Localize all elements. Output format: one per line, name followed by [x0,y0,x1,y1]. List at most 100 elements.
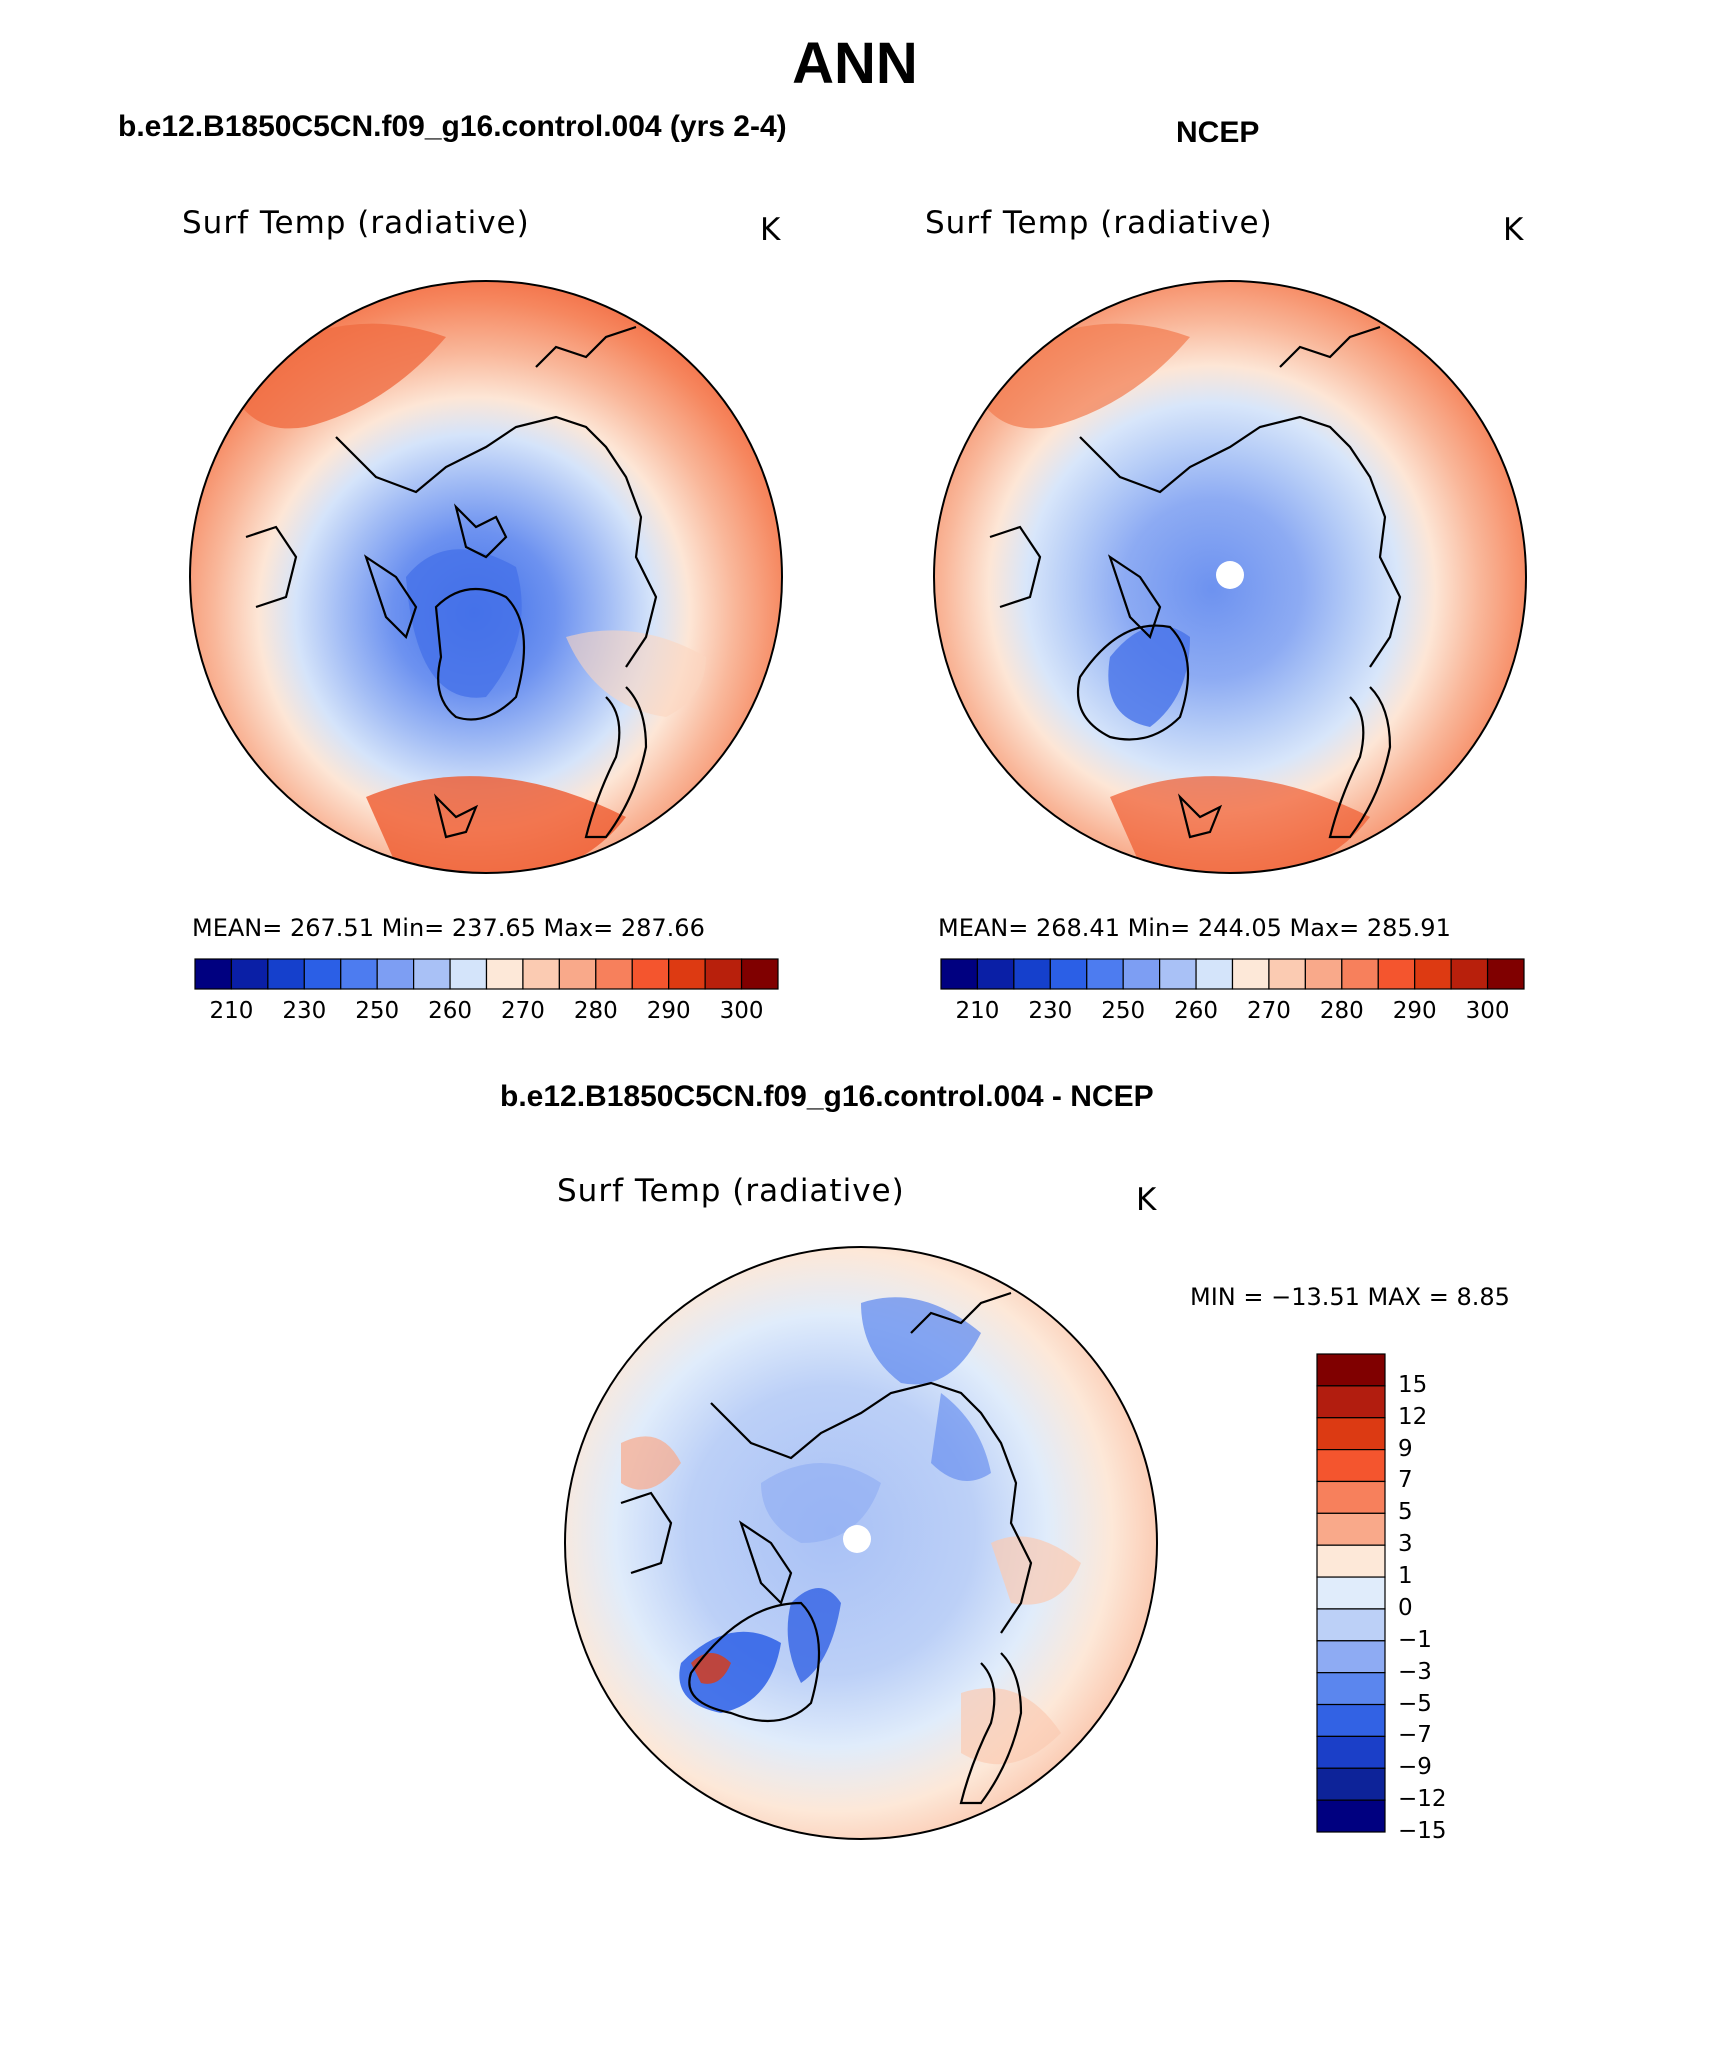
colorbar-difference-tick-label: −7 [1398,1722,1432,1749]
colorbar-model-swatch [704,958,743,990]
colorbar-ncep-swatch [1377,958,1416,990]
panel-1-variable-title: Surf Temp (radiative) [182,205,530,241]
colorbar-model-swatch [522,958,560,990]
diff-units: K [1136,1182,1158,1218]
colorbar-model-swatch [267,958,305,990]
colorbar-difference-swatch [1316,1576,1386,1610]
diff-variable-title: Surf Temp (radiative) [557,1173,905,1209]
colorbar-ncep-swatch [1013,958,1051,990]
colorbar-ncep-swatch [1304,958,1343,990]
colorbar-difference [1316,1353,1386,1833]
colorbar-ncep-swatch [1122,958,1161,990]
colorbar-model-swatch [485,958,524,990]
colorbar-difference-tick-label: −9 [1398,1754,1432,1781]
colorbar-difference-swatch [1316,1544,1386,1578]
colorbar-ncep-tick-label: 300 [1465,998,1510,1024]
colorbar-ncep-swatch [1195,958,1234,990]
colorbar-ncep-swatch [1159,958,1197,990]
colorbar-model-tick-label: 230 [282,998,327,1024]
colorbar-ncep-swatch [1268,958,1306,990]
colorbar-difference-swatch [1316,1735,1386,1769]
colorbar-difference-tick-label: 15 [1398,1371,1428,1398]
colorbar-model-tick-label: 290 [646,998,691,1024]
colorbar-difference-tick-label: −1 [1398,1626,1432,1653]
main-title: ANN [792,31,918,96]
colorbar-model-tick-label: 260 [428,998,473,1024]
map-ncep-surface-temp [933,280,1527,874]
colorbar-model [194,958,779,990]
colorbar-ncep-swatch [1414,958,1452,990]
colorbar-difference-tick-label: −15 [1398,1818,1447,1844]
colorbar-model-swatch [631,958,670,990]
panel-1-units: K [760,212,782,248]
colorbar-difference-swatch [1316,1353,1386,1387]
panel-2-variable-title: Surf Temp (radiative) [925,205,1273,241]
colorbar-ncep-tick-label: 230 [1028,998,1073,1024]
colorbar-difference-tick-label: 3 [1398,1531,1413,1558]
colorbar-model-swatch [595,958,633,990]
colorbar-model-tick-label: 280 [573,998,618,1024]
colorbar-difference-swatch [1316,1767,1386,1801]
colorbar-ncep-tick-label: 260 [1174,998,1219,1024]
colorbar-ncep-tick-label: 280 [1319,998,1364,1024]
colorbar-difference-tick-label: −12 [1398,1786,1447,1813]
colorbar-model-tick-label: 250 [355,998,400,1024]
colorbar-difference-swatch [1316,1640,1386,1674]
colorbar-ncep-tick-label: 210 [955,998,1000,1024]
colorbar-difference-tick-label: 5 [1398,1499,1413,1526]
colorbar-difference-swatch [1316,1480,1386,1514]
map-2-polar-hole [1216,561,1244,589]
colorbar-model-swatch [340,958,378,990]
colorbar-model-swatch [558,958,597,990]
panel-2-units: K [1503,212,1525,248]
colorbar-difference-tick-label: 7 [1398,1467,1413,1494]
colorbar-model-swatch [194,958,233,990]
colorbar-difference-swatch [1316,1417,1386,1451]
colorbar-model-swatch [376,958,415,990]
map-difference-surface-temp [564,1246,1158,1840]
colorbar-ncep-tick-label: 250 [1101,998,1146,1024]
colorbar-difference-labels: 15 12 9 7 5 3 1 0 −1 −3 −5 −7 −9 −12 −15 [1398,1353,1478,1844]
panel-2-case-title: NCEP [1176,116,1260,149]
colorbar-difference-tick-label: 1 [1398,1563,1413,1590]
colorbar-difference-tick-label: 9 [1398,1435,1413,1462]
diff-case-title: b.e12.B1850C5CN.f09_g16.control.004 - NC… [500,1080,1154,1113]
colorbar-ncep-tick-label: 290 [1392,998,1437,1024]
colorbar-difference-swatch [1316,1608,1386,1642]
colorbar-ncep-tick-label: 270 [1246,998,1291,1024]
colorbar-model-swatch [449,958,488,990]
colorbar-difference-tick-label: 0 [1398,1594,1413,1621]
colorbar-difference-tick-label: −5 [1398,1690,1432,1717]
colorbar-ncep-swatch [1049,958,1088,990]
diff-minmax: MIN = −13.51 MAX = 8.85 [1190,1283,1510,1311]
colorbar-difference-swatch [1316,1799,1386,1833]
colorbar-difference-swatch [1316,1672,1386,1706]
colorbar-ncep [940,958,1525,990]
panel-1-stats: MEAN= 267.51 Min= 237.65 Max= 287.66 [192,914,705,942]
colorbar-ncep-swatch [1231,958,1270,990]
colorbar-model-swatch [230,958,269,990]
colorbar-ncep-labels: 210 230 250 260 270 280 290 300 [940,998,1525,1028]
colorbar-model-tick-label: 300 [719,998,764,1024]
colorbar-model-swatch [740,958,779,990]
colorbar-model-tick-label: 210 [209,998,254,1024]
colorbar-difference-swatch [1316,1448,1386,1483]
map-model-surface-temp [189,280,783,874]
colorbar-model-swatch [413,958,451,990]
colorbar-ncep-swatch [1486,958,1525,990]
colorbar-difference-tick-label: 12 [1398,1403,1428,1430]
panel-2-stats: MEAN= 268.41 Min= 244.05 Max= 285.91 [938,914,1451,942]
colorbar-difference-swatch [1316,1512,1386,1546]
colorbar-model-swatch [668,958,706,990]
colorbar-difference-swatch [1316,1703,1386,1737]
panel-1-case-title: b.e12.B1850C5CN.f09_g16.control.004 (yrs… [118,110,787,143]
colorbar-difference-swatch [1316,1385,1386,1419]
colorbar-model-tick-label: 270 [500,998,545,1024]
colorbar-model-swatch [303,958,342,990]
colorbar-ncep-swatch [1086,958,1124,990]
colorbar-ncep-swatch [1450,958,1489,990]
colorbar-difference-tick-label: −3 [1398,1658,1432,1685]
colorbar-ncep-swatch [1341,958,1379,990]
colorbar-model-labels: 210 230 250 260 270 280 290 300 [194,998,779,1028]
diff-map-polar-hole [843,1525,871,1553]
